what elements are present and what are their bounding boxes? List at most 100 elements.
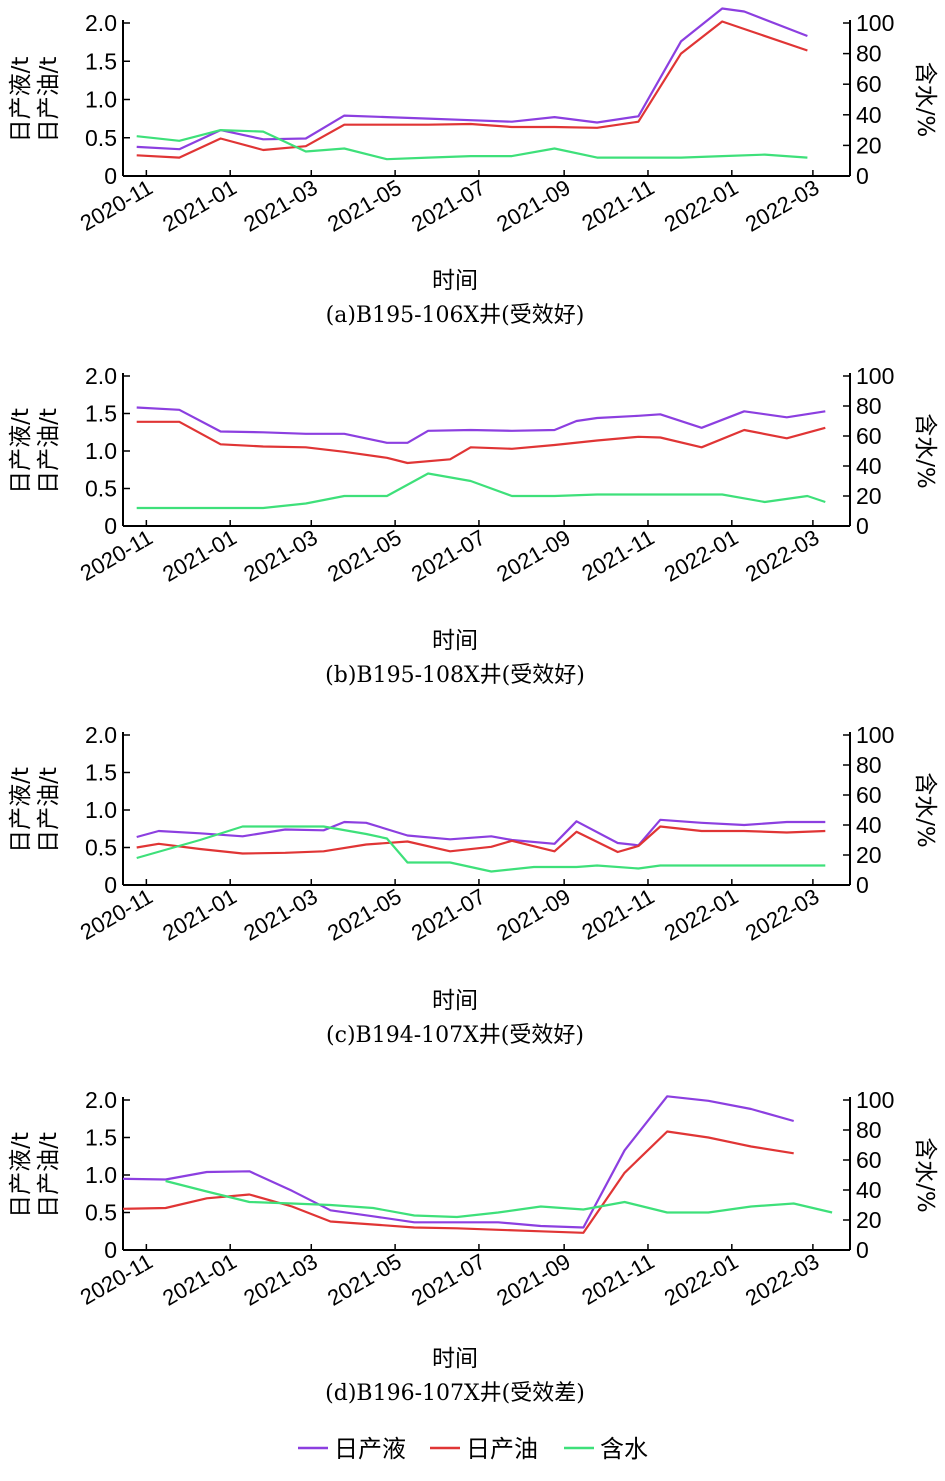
right-tick-label: 80 — [856, 41, 882, 67]
legend: 日产液 日产油 含水 — [298, 1435, 648, 1463]
x-tick-label: 2021-07 — [407, 1249, 489, 1311]
series-line — [136, 129, 808, 161]
right-tick-label: 0 — [856, 1237, 869, 1263]
left-tick-label: 1.5 — [85, 760, 117, 786]
x-tick-label: 2021-05 — [323, 525, 405, 587]
x-tick-label: 2021-09 — [492, 884, 574, 946]
x-tick-label: 2021-11 — [577, 1249, 658, 1310]
y-label-oil: 日产油/t — [36, 1132, 62, 1218]
left-tick-label: 1.0 — [85, 438, 117, 464]
right-tick-label: 60 — [856, 782, 882, 808]
left-tick-label: 2.0 — [85, 722, 117, 748]
left-tick-label: 0.5 — [85, 835, 117, 861]
left-tick-label: 1.0 — [85, 797, 117, 823]
x-tick-label: 2021-03 — [239, 884, 321, 946]
right-tick-label: 20 — [856, 483, 882, 509]
panel-caption: (b)B195-108X井(受效好) — [325, 663, 585, 688]
left-tick-label: 1.5 — [85, 401, 117, 427]
right-tick-label: 100 — [856, 363, 894, 389]
series-line — [165, 1179, 833, 1219]
left-tick-label: 1.0 — [85, 87, 117, 113]
x-tick-label: 2021-11 — [577, 884, 658, 945]
panel-caption: (a)B195-106X井(受效好) — [326, 303, 585, 328]
x-label: 时间 — [432, 268, 478, 294]
x-tick-label: 2021-07 — [407, 884, 489, 946]
x-tick-label: 2021-01 — [158, 525, 240, 587]
x-tick-label: 2022-03 — [741, 884, 823, 946]
right-tick-label: 60 — [856, 1147, 882, 1173]
panel-caption: (c)B194-107X井(受效好) — [326, 1023, 584, 1048]
x-tick-label: 2021-05 — [323, 1249, 405, 1311]
x-tick-label: 2022-01 — [660, 1249, 742, 1311]
right-tick-label: 100 — [856, 10, 894, 36]
left-tick-label: 2.0 — [85, 1087, 117, 1113]
y-label-liquid: 日产液/t — [8, 408, 34, 494]
y-label-water: 含水/% — [912, 62, 938, 138]
x-tick-label: 2021-07 — [407, 525, 489, 587]
left-tick-label: 0 — [104, 163, 117, 189]
x-tick-label: 2021-01 — [158, 884, 240, 946]
right-tick-label: 20 — [856, 842, 882, 868]
y-label-liquid: 日产液/t — [8, 767, 34, 853]
y-label-oil: 日产油/t — [36, 767, 62, 853]
x-tick-label: 2022-03 — [741, 175, 823, 237]
left-tick-label: 0 — [104, 872, 117, 898]
series-line — [136, 825, 826, 873]
series-line — [136, 420, 826, 465]
right-tick-label: 40 — [856, 1177, 882, 1203]
x-tick-label: 2021-05 — [323, 884, 405, 946]
series-line — [136, 825, 826, 855]
y-label-water: 含水/% — [912, 413, 938, 489]
x-tick-label: 2022-01 — [660, 175, 742, 237]
x-label: 时间 — [432, 988, 478, 1014]
series-line — [122, 1095, 794, 1229]
legend-label: 日产液 — [334, 1435, 406, 1463]
left-tick-label: 0 — [104, 1237, 117, 1263]
legend-label: 日产油 — [466, 1435, 538, 1463]
left-tick-label: 0 — [104, 513, 117, 539]
y-label-oil: 日产油/t — [36, 408, 62, 494]
x-tick-label: 2021-07 — [407, 175, 489, 237]
legend-label: 含水 — [600, 1435, 648, 1463]
x-tick-label: 2021-01 — [158, 1249, 240, 1311]
series-line — [136, 7, 808, 151]
right-tick-label: 100 — [856, 1087, 894, 1113]
y-label-water: 含水/% — [912, 1137, 938, 1213]
right-tick-label: 80 — [856, 1117, 882, 1143]
x-label: 时间 — [432, 628, 478, 654]
y-label-liquid: 日产液/t — [8, 1132, 34, 1218]
right-tick-label: 40 — [856, 453, 882, 479]
panel-caption: (d)B196-107X井(受效差) — [325, 1381, 585, 1406]
x-tick-label: 2021-09 — [492, 525, 574, 587]
x-tick-label: 2021-11 — [577, 175, 658, 236]
x-tick-label: 2021-03 — [239, 525, 321, 587]
left-tick-label: 0.5 — [85, 476, 117, 502]
right-tick-label: 100 — [856, 722, 894, 748]
right-tick-label: 40 — [856, 812, 882, 838]
right-tick-label: 0 — [856, 513, 869, 539]
right-tick-label: 60 — [856, 71, 882, 97]
x-tick-label: 2021-01 — [158, 175, 240, 237]
x-label: 时间 — [432, 1346, 478, 1372]
left-tick-label: 1.5 — [85, 48, 117, 74]
x-tick-label: 2022-03 — [741, 1249, 823, 1311]
right-tick-label: 80 — [856, 752, 882, 778]
x-tick-label: 2021-09 — [492, 1249, 574, 1311]
x-tick-label: 2021-11 — [577, 525, 658, 586]
series-line — [136, 406, 826, 444]
right-tick-label: 20 — [856, 1207, 882, 1233]
left-tick-label: 1.0 — [85, 1162, 117, 1188]
series-line — [136, 20, 808, 159]
x-tick-label: 2022-03 — [741, 525, 823, 587]
right-tick-label: 0 — [856, 872, 869, 898]
series-line — [136, 472, 826, 510]
x-tick-label: 2022-01 — [660, 884, 742, 946]
x-tick-label: 2021-03 — [239, 175, 321, 237]
right-tick-label: 60 — [856, 423, 882, 449]
y-label-water: 含水/% — [912, 772, 938, 848]
series-line — [136, 818, 826, 847]
